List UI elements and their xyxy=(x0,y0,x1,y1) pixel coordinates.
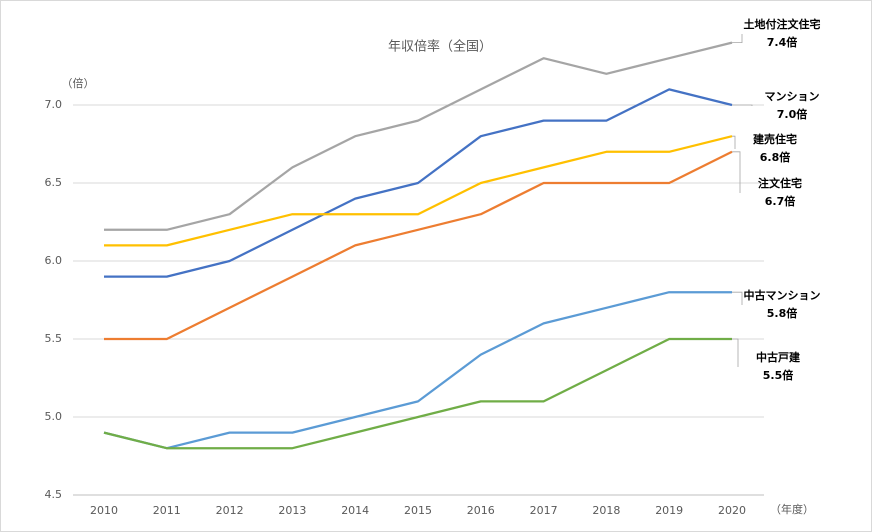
series-label: 建売住宅 xyxy=(753,132,797,146)
value-label: 7.0倍 xyxy=(777,107,808,121)
series-label: 注文住宅 xyxy=(758,176,802,190)
y-tick-label: 5.5 xyxy=(45,332,63,345)
series-line xyxy=(104,88,733,278)
x-tick-label: 2014 xyxy=(341,504,369,517)
x-tick-label: 2013 xyxy=(278,504,306,517)
series-label: 土地付注文住宅 xyxy=(744,17,821,31)
series-label: 中古マンション xyxy=(744,288,821,302)
chart-title: 年収倍率（全国） xyxy=(388,39,492,55)
series-label: マンション xyxy=(765,90,820,103)
y-tick-label: 6.0 xyxy=(45,254,63,267)
value-label: 6.8倍 xyxy=(760,150,791,164)
y-tick-label: 7.0 xyxy=(45,98,63,111)
value-label: 5.5倍 xyxy=(763,368,794,382)
x-tick-label: 2017 xyxy=(530,504,558,517)
value-label: 5.8倍 xyxy=(767,306,798,320)
leader-line xyxy=(732,135,736,149)
leader-line xyxy=(732,104,753,106)
y-tick-label: 4.5 xyxy=(45,488,63,501)
leader-line xyxy=(732,151,741,193)
x-tick-label: 2020 xyxy=(718,504,746,517)
leader-line xyxy=(732,291,743,305)
x-tick-label: 2016 xyxy=(467,504,495,517)
y-tick-label: 6.5 xyxy=(45,176,63,189)
y-tick-label: 5.0 xyxy=(45,410,63,423)
leader-line xyxy=(732,338,739,367)
series-label: 中古戸建 xyxy=(756,350,801,364)
y-axis-label: （倍） xyxy=(62,76,95,90)
series-line xyxy=(104,150,733,341)
value-label: 6.7倍 xyxy=(765,194,796,208)
series-line xyxy=(103,337,732,450)
x-tick-label: 2012 xyxy=(216,504,244,517)
series-line xyxy=(104,135,733,247)
x-tick-label: 2010 xyxy=(90,504,118,517)
x-tick-label: 2018 xyxy=(592,504,620,517)
x-tick-label: 2011 xyxy=(153,504,181,517)
leader-line xyxy=(732,34,743,43)
series-line xyxy=(104,41,733,231)
x-axis-label: （年度） xyxy=(770,502,814,516)
series-line xyxy=(103,291,732,450)
x-tick-label: 2019 xyxy=(655,504,683,517)
value-label: 7.4倍 xyxy=(767,35,798,49)
x-tick-label: 2015 xyxy=(404,504,432,517)
